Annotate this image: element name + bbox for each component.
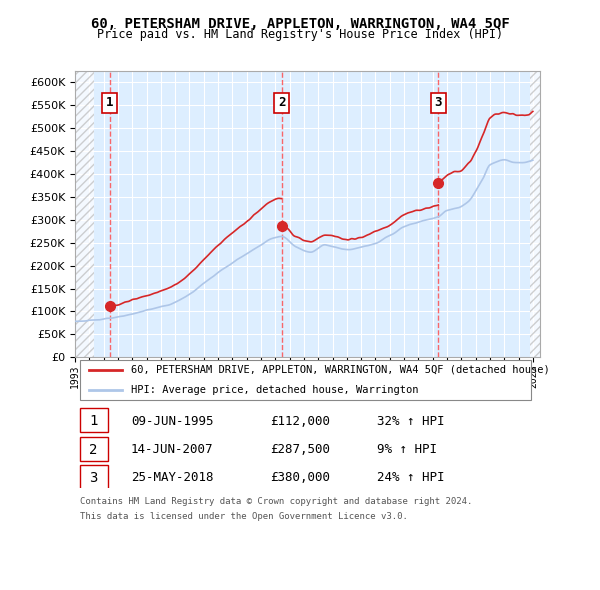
Text: 2: 2 xyxy=(278,96,286,109)
Text: 60, PETERSHAM DRIVE, APPLETON, WARRINGTON, WA4 5QF (detached house): 60, PETERSHAM DRIVE, APPLETON, WARRINGTO… xyxy=(131,365,550,375)
Text: 9% ↑ HPI: 9% ↑ HPI xyxy=(377,443,437,456)
Text: 09-JUN-1995: 09-JUN-1995 xyxy=(131,415,214,428)
Text: 1: 1 xyxy=(89,414,98,428)
Text: 1: 1 xyxy=(106,96,113,109)
Text: This data is licensed under the Open Government Licence v3.0.: This data is licensed under the Open Gov… xyxy=(80,512,407,521)
FancyBboxPatch shape xyxy=(80,408,107,432)
Text: 32% ↑ HPI: 32% ↑ HPI xyxy=(377,415,445,428)
FancyBboxPatch shape xyxy=(80,359,531,400)
Text: 3: 3 xyxy=(434,96,442,109)
FancyBboxPatch shape xyxy=(80,465,107,489)
Text: 14-JUN-2007: 14-JUN-2007 xyxy=(131,443,214,456)
Text: HPI: Average price, detached house, Warrington: HPI: Average price, detached house, Warr… xyxy=(131,385,418,395)
Text: 25-MAY-2018: 25-MAY-2018 xyxy=(131,471,214,484)
Text: Contains HM Land Registry data © Crown copyright and database right 2024.: Contains HM Land Registry data © Crown c… xyxy=(80,497,472,506)
Text: 3: 3 xyxy=(89,471,98,485)
Text: £380,000: £380,000 xyxy=(270,471,330,484)
Text: £112,000: £112,000 xyxy=(270,415,330,428)
Text: 60, PETERSHAM DRIVE, APPLETON, WARRINGTON, WA4 5QF: 60, PETERSHAM DRIVE, APPLETON, WARRINGTO… xyxy=(91,17,509,31)
Text: 2: 2 xyxy=(89,442,98,457)
Text: £287,500: £287,500 xyxy=(270,443,330,456)
FancyBboxPatch shape xyxy=(80,437,107,461)
Text: Price paid vs. HM Land Registry's House Price Index (HPI): Price paid vs. HM Land Registry's House … xyxy=(97,28,503,41)
Text: 24% ↑ HPI: 24% ↑ HPI xyxy=(377,471,445,484)
